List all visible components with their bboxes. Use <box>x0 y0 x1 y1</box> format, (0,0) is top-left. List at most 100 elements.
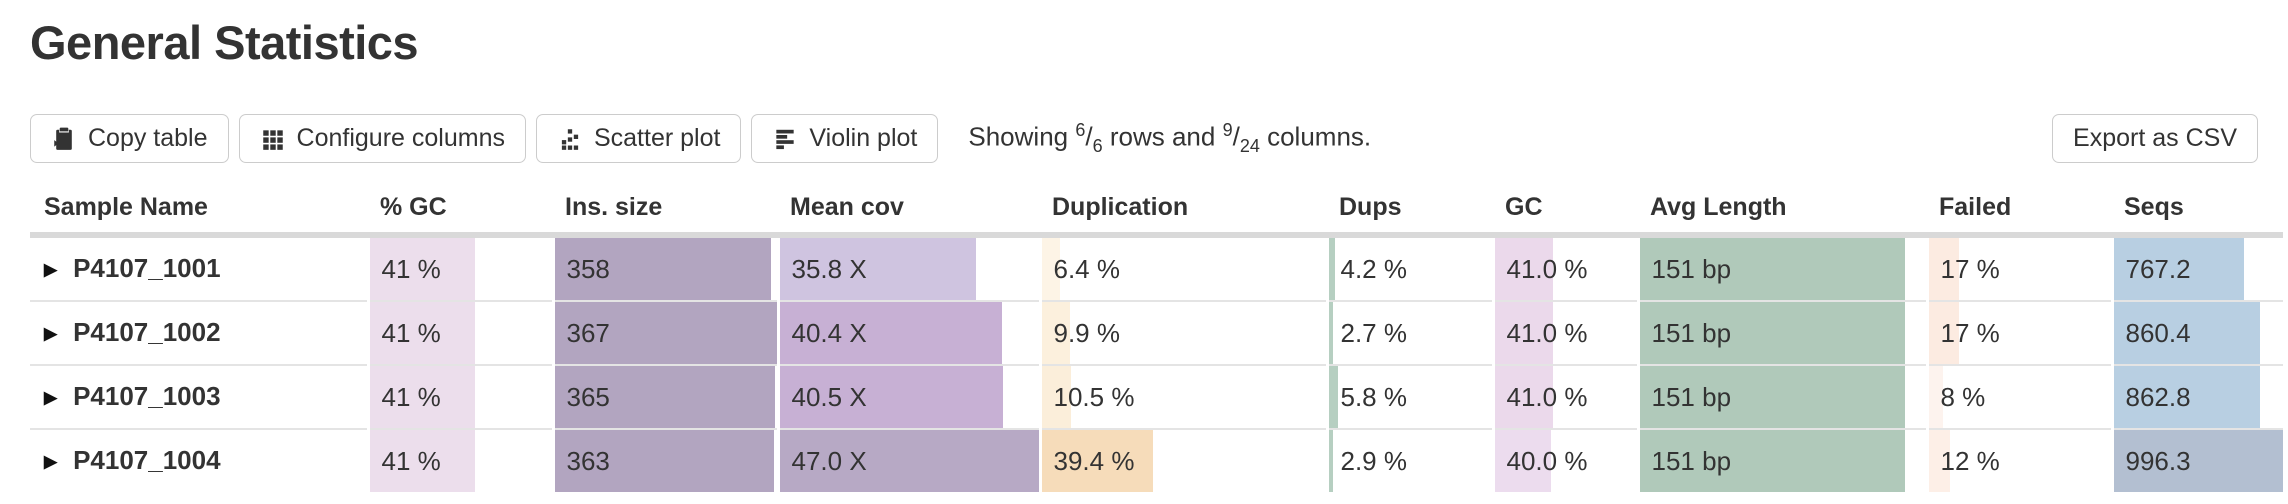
export-csv-label: Export as CSV <box>2073 124 2237 152</box>
failed-cell: 17 % <box>1925 235 2112 301</box>
seqs-value-bar <box>2115 302 2260 364</box>
sample-name-cell: ▶ P4107_1001 <box>30 235 368 301</box>
avg_length-value: 151 bp <box>1651 253 1732 284</box>
duplication-value: 6.4 % <box>1053 253 1121 284</box>
avg_length-cell: 151 bp <box>1636 235 1927 301</box>
avg_length-value-bar <box>1641 430 1906 492</box>
pct_gc-cell: 41 % <box>366 301 553 365</box>
gc-value: 41.0 % <box>1506 253 1588 284</box>
violin-plot-button[interactable]: Violin plot <box>751 114 939 163</box>
failed-cell: 12 % <box>1925 429 2112 492</box>
seqs-value-bar <box>2115 430 2283 492</box>
duplication-value-bar <box>1043 366 1072 428</box>
gc-value-bar <box>1496 430 1552 492</box>
sample-name-cell: ▶ P4107_1002 <box>30 301 368 365</box>
gc-value: 41.0 % <box>1506 317 1588 348</box>
avg_length-value-bar <box>1641 366 1906 428</box>
seqs-value: 996.3 <box>2125 445 2191 476</box>
pct_gc-value: 41 % <box>381 317 441 348</box>
seqs-value: 860.4 <box>2125 317 2191 348</box>
gc-value: 41.0 % <box>1506 381 1588 412</box>
scatter-plot-label: Scatter plot <box>593 124 721 152</box>
ins_size-cell: 365 <box>551 365 778 429</box>
table-row: ▶ P4107_1002 41 % 367 40.4 X 9.9 % 2.7 % 41.0 %… <box>30 301 2283 365</box>
general-statistics-table: Sample Name% GC Ins. size Mean cov Duplicat… <box>30 185 2283 492</box>
ins_size-cell: 367 <box>551 301 778 365</box>
table-header-row: Sample Name% GC Ins. size Mean cov Duplicat… <box>30 185 2283 238</box>
failed-cell: 8 % <box>1925 365 2112 429</box>
gc-cell: 41.0 % <box>1491 301 1638 365</box>
pct_gc-value-bar <box>371 366 476 428</box>
row-expand-icon[interactable]: ▶ <box>44 260 58 279</box>
avg_length-cell: 151 bp <box>1636 429 1927 492</box>
mean_cov-value-bar <box>781 366 1003 428</box>
duplication-cell: 39.4 % <box>1038 429 1327 492</box>
violin-plot-label: Violin plot <box>809 124 918 152</box>
dups-cell: 4.2 % <box>1325 235 1493 301</box>
ins_size-value: 367 <box>566 317 610 348</box>
failed-value: 12 % <box>1940 445 2000 476</box>
column-header-failed[interactable]: Failed <box>1927 185 2112 238</box>
sample-name-cell: ▶ P4107_1004 <box>30 429 368 492</box>
seqs-value-bar <box>2115 238 2244 300</box>
column-header-duplication[interactable]: Duplication <box>1040 185 1327 238</box>
dups-cell: 5.8 % <box>1325 365 1493 429</box>
column-header-ins_size[interactable]: Ins. size <box>553 185 778 238</box>
ins_size-cell: 358 <box>551 235 778 301</box>
sample-name: P4107_1003 <box>73 381 221 411</box>
configure-columns-button[interactable]: Configure columns <box>238 114 526 163</box>
mean_cov-value-bar <box>781 238 977 300</box>
row-expand-icon[interactable]: ▶ <box>44 388 58 407</box>
column-header-pct_gc[interactable]: % GC <box>368 185 553 238</box>
rows-shown-count: 6 <box>1075 120 1086 141</box>
mean_cov-value: 40.4 X <box>791 317 867 348</box>
cols-shown-count: 9 <box>1222 120 1233 141</box>
mean_cov-value-bar <box>781 430 1039 492</box>
seqs-cell: 996.3 <box>2110 429 2283 492</box>
pct_gc-value: 41 % <box>381 381 441 412</box>
mean_cov-value: 47.0 X <box>791 445 867 476</box>
dups-value-bar <box>1330 238 1336 300</box>
ins_size-value-bar <box>556 366 776 428</box>
pct_gc-value-bar <box>371 430 476 492</box>
avg_length-value: 151 bp <box>1651 381 1732 412</box>
column-header-sample[interactable]: Sample Name <box>30 185 368 238</box>
duplication-value-bar <box>1043 430 1154 492</box>
avg_length-cell: 151 bp <box>1636 365 1927 429</box>
clipboard-icon <box>51 126 77 152</box>
dups-cell: 2.9 % <box>1325 429 1493 492</box>
ins_size-value: 358 <box>566 253 610 284</box>
gc-value-bar <box>1496 302 1553 364</box>
scatter-plot-button[interactable]: Scatter plot <box>535 114 742 163</box>
column-header-seqs[interactable]: Seqs <box>2112 185 2283 238</box>
row-expand-icon[interactable]: ▶ <box>44 324 58 343</box>
mean_cov-value-bar <box>781 302 1003 364</box>
ins_size-value-bar <box>556 302 777 364</box>
column-header-mean_cov[interactable]: Mean cov <box>778 185 1040 238</box>
row-expand-icon[interactable]: ▶ <box>44 452 58 471</box>
pct_gc-value-bar <box>371 302 476 364</box>
column-header-gc[interactable]: GC <box>1493 185 1638 238</box>
mean_cov-value: 35.8 X <box>791 253 867 284</box>
table-row: ▶ P4107_1001 41 % 358 35.8 X 6.4 % 4.2 % 41.0 %… <box>30 235 2283 301</box>
avg_length-value: 151 bp <box>1651 317 1732 348</box>
failed-value-bar <box>1930 302 1960 364</box>
seqs-value: 862.8 <box>2125 381 2191 412</box>
dups-value: 2.9 % <box>1340 445 1408 476</box>
duplication-cell: 9.9 % <box>1038 301 1327 365</box>
column-header-avg_length[interactable]: Avg Length <box>1638 185 1927 238</box>
table-row: ▶ P4107_1004 41 % 363 47.0 X 39.4 % 2.9 % 40.0 … <box>30 429 2283 492</box>
ins_size-value-bar <box>556 430 775 492</box>
mean_cov-cell: 40.5 X <box>776 365 1040 429</box>
column-header-dups[interactable]: Dups <box>1327 185 1493 238</box>
duplication-value-bar <box>1043 302 1070 364</box>
copy-table-button[interactable]: Copy table <box>30 114 229 163</box>
cols-total-count: 24 <box>1239 135 1260 156</box>
rows-total-count: 6 <box>1092 135 1103 156</box>
dups-value-bar <box>1330 302 1333 364</box>
failed-value-bar <box>1930 366 1944 428</box>
seqs-value: 767.2 <box>2125 253 2191 284</box>
pct_gc-cell: 41 % <box>366 429 553 492</box>
export-csv-button[interactable]: Export as CSV <box>2052 114 2258 163</box>
duplication-value: 39.4 % <box>1053 445 1135 476</box>
